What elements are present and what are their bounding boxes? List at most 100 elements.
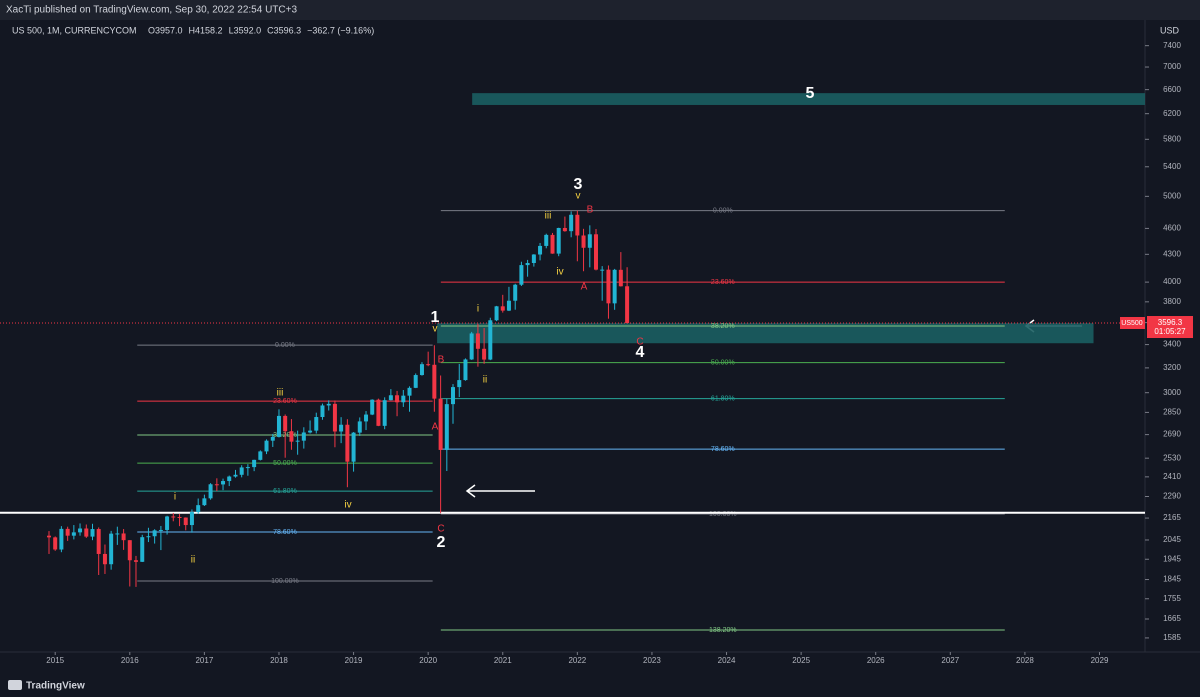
- fib-label: 50.00%: [711, 359, 735, 366]
- candle-body: [102, 553, 107, 565]
- x-tick-label: 2015: [46, 656, 64, 665]
- candle-body: [214, 484, 219, 486]
- candle-body: [388, 395, 393, 401]
- y-tick-label: 2530: [1163, 453, 1181, 462]
- publisher: XacTi published on TradingView.com, Sep …: [6, 5, 297, 16]
- candle-body: [140, 537, 145, 562]
- candle-body: [115, 533, 120, 535]
- x-tick-label: 2024: [718, 656, 736, 665]
- y-tick-label: 3400: [1163, 340, 1181, 349]
- fib-label: 61.80%: [273, 488, 297, 495]
- candle-body: [625, 286, 630, 324]
- candle-body: [482, 348, 487, 360]
- y-tick-label: 2045: [1163, 535, 1181, 544]
- candle-body: [581, 235, 586, 248]
- wave-label: B: [587, 205, 594, 216]
- y-tick-label: 1755: [1163, 594, 1181, 603]
- candle-body: [339, 424, 344, 432]
- candle-body: [357, 421, 362, 433]
- candle-body: [469, 333, 474, 360]
- wave-label: iv: [556, 267, 563, 278]
- candle-body: [382, 400, 387, 426]
- candle-body: [587, 234, 592, 248]
- candle-body: [109, 533, 114, 565]
- candle-body: [618, 269, 623, 287]
- candle-body: [426, 364, 431, 366]
- candle-body: [376, 399, 381, 426]
- wave-label: iii: [545, 211, 552, 222]
- wave-label: ii: [191, 555, 195, 566]
- zone: [472, 93, 1146, 105]
- candle-body: [71, 532, 76, 536]
- x-tick-label: 2020: [419, 656, 437, 665]
- candle-body: [451, 387, 456, 405]
- candle-body: [475, 333, 480, 349]
- candle-body: [326, 403, 331, 406]
- x-tick-label: 2018: [270, 656, 288, 665]
- arrow: [465, 484, 535, 498]
- candle-body: [96, 529, 101, 554]
- fib-label: 38.20%: [711, 323, 735, 330]
- candle-body: [444, 404, 449, 450]
- wave-label: 4: [636, 344, 645, 361]
- wave-label: iv: [344, 500, 351, 511]
- candle-body: [562, 227, 567, 232]
- candle-body: [612, 269, 617, 304]
- candle-body: [519, 265, 524, 285]
- wave-label: A: [432, 422, 439, 433]
- y-tick-label: 3800: [1163, 297, 1181, 306]
- y-tick-label: 1945: [1163, 554, 1181, 563]
- fib-label: 23.60%: [711, 279, 735, 286]
- candle-body: [270, 436, 275, 441]
- candle-body: [121, 533, 126, 541]
- candle-body: [513, 284, 518, 301]
- wave-label: iii: [277, 388, 284, 399]
- candle-body: [364, 414, 369, 422]
- y-tick-label: 7400: [1163, 41, 1181, 50]
- candle-body: [432, 364, 437, 399]
- candle-body: [165, 516, 170, 530]
- candle-body: [531, 254, 536, 264]
- candle-body: [538, 245, 543, 255]
- y-tick-label: 7000: [1163, 62, 1181, 71]
- ohlc-value: O3957.0: [148, 25, 183, 35]
- candle-body: [413, 375, 418, 388]
- fib-label: 0.00%: [713, 207, 733, 214]
- fib-label: 138.20%: [709, 627, 737, 634]
- candle-body: [370, 399, 375, 415]
- y-tick-label: 5000: [1163, 191, 1181, 200]
- symbol: US 500, 1M, CURRENCYCOM: [12, 25, 137, 35]
- y-tick-label: 4300: [1163, 249, 1181, 258]
- candle-body: [239, 467, 244, 475]
- price-tag-bg: [1147, 316, 1193, 339]
- wave-label: 2: [437, 534, 446, 551]
- ohlc-value: C3596.3: [267, 25, 301, 35]
- candle-body: [314, 417, 319, 431]
- logo: [8, 680, 22, 690]
- wave-label: ii: [483, 375, 487, 386]
- ohlc-value: H4158.2: [189, 25, 223, 35]
- y-tick-label: 1585: [1163, 633, 1181, 642]
- candle-body: [196, 505, 201, 513]
- candle-body: [544, 234, 549, 246]
- candle-body: [463, 359, 468, 381]
- y-tick-label: 4600: [1163, 224, 1181, 233]
- x-tick-label: 2028: [1016, 656, 1034, 665]
- wave-label: i: [477, 304, 479, 315]
- y-tick-label: 3000: [1163, 388, 1181, 397]
- wave-label: v: [433, 324, 438, 335]
- candle-body: [171, 516, 176, 518]
- y-tick-label: 4000: [1163, 277, 1181, 286]
- y-tick-label: 2690: [1163, 430, 1181, 439]
- candle-body: [606, 269, 611, 304]
- candle-body: [345, 424, 350, 462]
- x-tick-label: 2019: [345, 656, 363, 665]
- candle-body: [183, 517, 188, 526]
- x-tick-label: 2017: [195, 656, 213, 665]
- candle-body: [65, 528, 70, 536]
- y-tick-label: 6600: [1163, 85, 1181, 94]
- zone: [437, 323, 1094, 344]
- candle-body: [59, 528, 64, 550]
- candle-body: [407, 387, 412, 396]
